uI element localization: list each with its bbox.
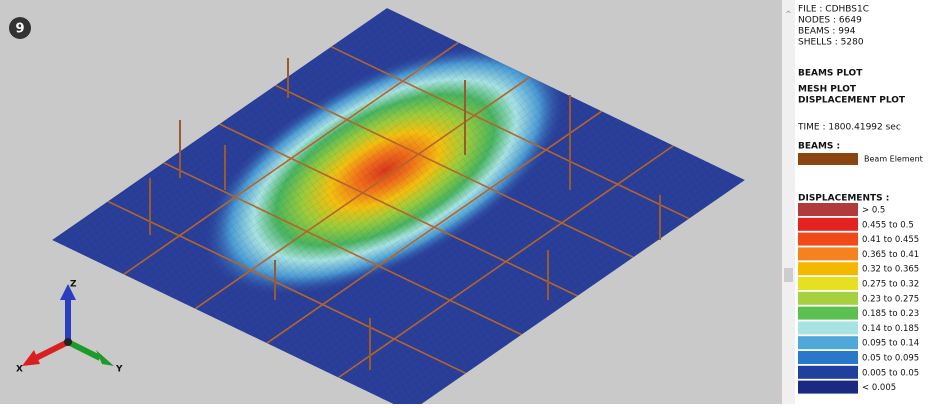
- legend-swatch: [798, 366, 858, 379]
- info-line: FILE : CDHBS1C: [798, 5, 869, 15]
- legend-swatch: [798, 307, 858, 320]
- legend-swatch: [798, 262, 858, 275]
- legend-label: 0.365 to 0.41: [862, 250, 919, 260]
- legend-title: DISPLACEMENTS :: [798, 194, 889, 204]
- badge-number: 9: [15, 22, 24, 37]
- info-line: TIME : 1800.41992 sec: [797, 123, 901, 133]
- legend-label: 0.41 to 0.455: [862, 235, 919, 245]
- info-line: BEAMS : 994: [798, 27, 856, 37]
- legend-swatch: [798, 336, 858, 349]
- legend-swatch: [798, 381, 858, 394]
- legend-swatch: [798, 351, 858, 364]
- legend-label: 0.455 to 0.5: [862, 220, 914, 230]
- info-line: SHELLS : 5280: [798, 38, 864, 48]
- legend-label: 0.32 to 0.365: [862, 265, 919, 275]
- scrollbar[interactable]: [782, 0, 795, 404]
- scroll-up[interactable]: ^: [785, 10, 792, 19]
- info-line: DISPLACEMENT PLOT: [798, 96, 906, 106]
- legend-swatch: [798, 153, 858, 165]
- legend-swatch: [798, 218, 858, 231]
- legend-swatch: [798, 277, 858, 290]
- axis-label: X: [16, 365, 23, 375]
- info-line: MESH PLOT: [798, 85, 857, 95]
- axis-label: Z: [70, 280, 77, 290]
- legend-label: > 0.5: [862, 206, 885, 216]
- info-line: BEAMS PLOT: [798, 69, 863, 79]
- legend-label: < 0.005: [862, 383, 896, 393]
- legend-label: 0.185 to 0.23: [862, 309, 919, 319]
- legend-label: Beam Element: [864, 155, 923, 164]
- legend-label: 0.275 to 0.32: [862, 280, 919, 290]
- info-line: NODES : 6649: [798, 16, 862, 26]
- legend-swatch: [798, 203, 858, 216]
- legend-label: 0.095 to 0.14: [862, 339, 919, 349]
- axis-label: Y: [115, 365, 123, 375]
- legend-title: BEAMS :: [798, 142, 840, 152]
- legend-label: 0.05 to 0.095: [862, 354, 919, 364]
- scroll-thumb[interactable]: [784, 268, 793, 282]
- legend-swatch: [798, 233, 858, 246]
- legend-swatch: [798, 321, 858, 334]
- screen: 9 Z X Y ^ FILE : CDHBS1C NODES : 6649 BE…: [0, 0, 930, 404]
- legend-label: 0.23 to 0.275: [862, 294, 919, 304]
- legend-label: 0.14 to 0.185: [862, 324, 919, 334]
- legend-swatch: [798, 247, 858, 260]
- legend-swatch: [798, 292, 858, 305]
- legend-label: 0.005 to 0.05: [862, 368, 919, 378]
